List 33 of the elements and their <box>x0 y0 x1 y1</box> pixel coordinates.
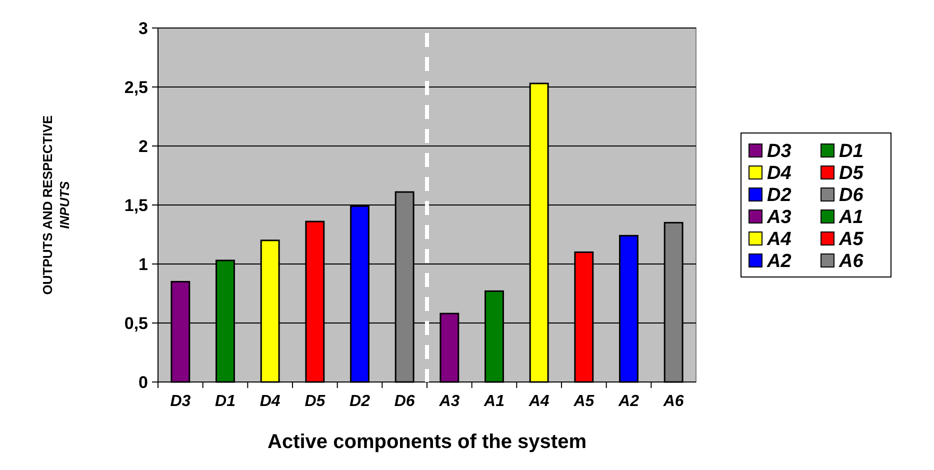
x-tick-label: A2 <box>618 393 640 410</box>
y-tick-label: 1 <box>138 254 148 274</box>
x-tick-label: D1 <box>215 393 236 410</box>
x-tick-label: D6 <box>394 393 415 410</box>
legend-label: D6 <box>839 185 864 206</box>
y-tick-label: 1,5 <box>124 196 148 215</box>
legend-label: A4 <box>766 229 792 250</box>
x-tick-label: D4 <box>260 393 280 410</box>
y-tick-label: 2 <box>138 136 148 156</box>
x-tick-label: A6 <box>662 393 684 410</box>
x-tick-label: A4 <box>528 393 550 410</box>
y-tick-label: 2,5 <box>124 78 148 97</box>
legend-label: D2 <box>767 185 792 206</box>
legend-label: D1 <box>839 141 864 162</box>
x-tick-label: D2 <box>350 393 370 410</box>
legend-label: D4 <box>767 163 792 184</box>
legend-label: A2 <box>766 251 792 272</box>
legend-label: D3 <box>767 141 792 162</box>
x-axis-title: Active components of the system <box>268 431 586 453</box>
y-tick-label: 0,5 <box>124 314 148 333</box>
y-tick-label: 0 <box>138 372 148 392</box>
legend-label: A1 <box>838 207 864 228</box>
legend-label: A5 <box>838 229 864 250</box>
y-tick-label: 3 <box>138 18 148 38</box>
legend-label: D5 <box>839 163 864 184</box>
x-tick-label: A1 <box>483 393 505 410</box>
legend-label: A3 <box>766 207 792 228</box>
x-tick-label: D5 <box>304 393 326 410</box>
y-axis-title: OUTPUTS AND RESPECTIVE INPUTS <box>40 114 72 295</box>
x-tick-label: D3 <box>170 393 191 410</box>
x-tick-label: A3 <box>438 393 460 410</box>
legend-label: A6 <box>838 251 864 272</box>
x-tick-label: A5 <box>572 393 596 410</box>
